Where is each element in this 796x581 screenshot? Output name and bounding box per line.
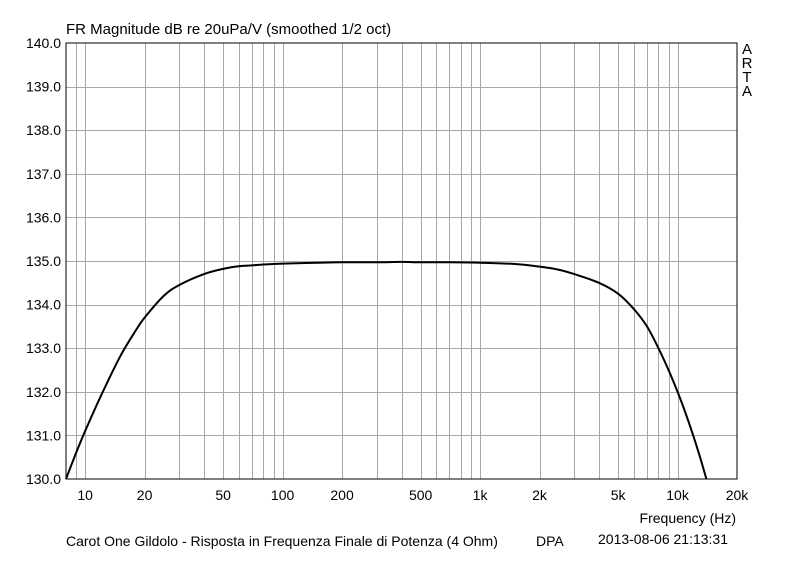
x-tick-label: 10	[77, 487, 93, 503]
x-tick-label: 100	[271, 487, 295, 503]
x-tick-label: 5k	[611, 487, 627, 503]
x-tick-label: 200	[330, 487, 354, 503]
plot-frame	[65, 42, 738, 480]
watermark-letter: T	[742, 69, 752, 86]
y-tick-label: 139.0	[26, 79, 61, 95]
x-tick-label: 1k	[473, 487, 489, 503]
x-tick-label: 500	[409, 487, 433, 503]
watermark-letter: A	[741, 41, 752, 58]
x-axis-label: Frequency (Hz)	[639, 510, 736, 526]
timestamp: 2013-08-06 21:13:31	[598, 531, 728, 547]
y-tick-label: 133.0	[26, 340, 61, 356]
x-axis-tick-labels: 10 20 50 100 200 500 1k 2k 5k 10k 20k	[77, 487, 749, 503]
x-tick-label: 20k	[726, 487, 750, 503]
y-tick-label: 136.0	[26, 209, 61, 225]
device-label: DPA	[536, 533, 564, 549]
y-axis-tick-labels: 140.0 139.0 138.0 137.0 136.0 135.0 134.0 133.0…	[26, 35, 61, 487]
y-tick-label: 131.0	[26, 427, 61, 443]
x-tick-label: 10k	[666, 487, 690, 503]
y-tick-label: 130.0	[26, 471, 61, 487]
watermark-letter: R	[741, 55, 753, 72]
y-tick-label: 140.0	[26, 35, 61, 51]
x-tick-label: 2k	[532, 487, 548, 503]
measurement-caption: Carot One Gildolo - Risposta in Frequenz…	[66, 533, 498, 549]
x-tick-label: 20	[137, 487, 153, 503]
watermark-letter: A	[741, 83, 752, 100]
frequency-response-curve	[65, 260, 708, 480]
y-tick-label: 135.0	[26, 253, 61, 269]
y-tick-label: 138.0	[26, 122, 61, 138]
x-tick-label: 50	[215, 487, 231, 503]
chart-title: FR Magnitude dB re 20uPa/V (smoothed 1/2…	[66, 21, 392, 38]
y-tick-label: 134.0	[26, 297, 61, 313]
grid-lines	[66, 43, 737, 479]
y-tick-label: 137.0	[26, 166, 61, 182]
y-tick-label: 132.0	[26, 384, 61, 400]
